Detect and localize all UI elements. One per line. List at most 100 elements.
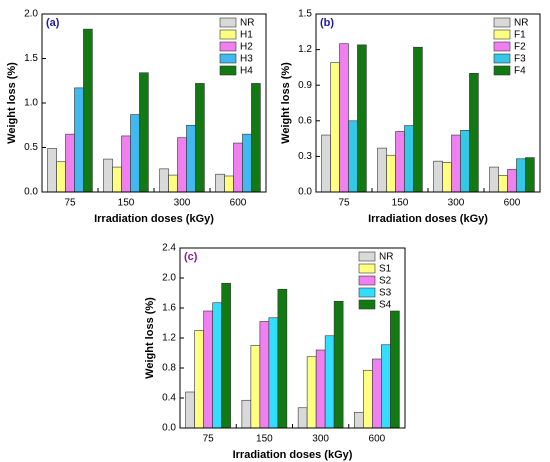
legend-label: NR [240, 18, 254, 29]
bar [233, 142, 243, 193]
bar [460, 129, 470, 193]
legend-swatch [493, 65, 511, 76]
x-tick-label: 75 [338, 198, 350, 209]
panel-label: (b) [320, 17, 334, 29]
y-tick-label: 1.0 [24, 98, 38, 109]
legend-label: S3 [379, 288, 392, 299]
bar [185, 391, 195, 429]
legend-label: S1 [379, 264, 392, 275]
y-axis-label: Weight loss (%) [280, 62, 292, 144]
legend-label: H2 [240, 42, 253, 53]
bar [177, 137, 187, 193]
x-tick-label: 300 [448, 198, 465, 209]
y-tick-label: 1.2 [162, 333, 176, 344]
legend-label: F4 [514, 66, 526, 77]
legend-label: NR [514, 18, 528, 29]
x-tick-label: 600 [504, 198, 521, 209]
bar [469, 73, 479, 193]
bar [250, 345, 261, 429]
bar [306, 356, 317, 429]
legend-label: NR [379, 252, 393, 263]
bar [112, 166, 122, 193]
y-tick-label: 0.0 [24, 187, 38, 198]
bar [451, 134, 461, 193]
y-tick-label: 2.4 [162, 243, 176, 254]
bar [242, 133, 252, 193]
legend-label: S4 [379, 300, 392, 311]
x-tick-label: 600 [369, 434, 386, 445]
bar [433, 160, 443, 193]
bar [315, 349, 326, 429]
legend-label: H1 [240, 30, 253, 41]
bar [103, 158, 113, 193]
bar [277, 288, 288, 429]
bar [413, 46, 423, 193]
bar [390, 310, 400, 429]
y-tick-label: 0.3 [298, 151, 312, 162]
bar [348, 120, 358, 193]
bar [489, 166, 499, 193]
y-axis-label: Weight loss (%) [144, 297, 156, 379]
bar [354, 411, 364, 429]
legend-swatch [358, 263, 376, 274]
x-axis-label: Irradiation doses (kGy) [368, 213, 488, 225]
legend-swatch [358, 251, 376, 262]
bar [372, 358, 382, 429]
bar [363, 369, 373, 429]
bar [195, 83, 205, 193]
y-tick-label: 2.0 [162, 273, 176, 284]
bar [221, 282, 231, 429]
bar [404, 125, 414, 193]
x-tick-label: 300 [174, 198, 191, 209]
plot-frame [315, 13, 541, 193]
bar [516, 158, 526, 193]
y-tick-label: 0.0 [162, 423, 176, 434]
legend-label: H4 [240, 66, 253, 77]
y-axis-label: Weight loss (%) [6, 62, 18, 144]
bar [507, 169, 517, 193]
y-tick-label: 1.6 [162, 303, 176, 314]
bar [498, 175, 508, 193]
bar [74, 87, 84, 193]
legend-label: F2 [514, 42, 526, 53]
bar [159, 168, 169, 193]
bar [442, 162, 452, 193]
bar [121, 135, 131, 193]
bar [297, 407, 308, 429]
legend-swatch [219, 65, 237, 76]
bar [186, 124, 196, 193]
bar [525, 157, 535, 193]
bar [357, 44, 367, 193]
legend-label: S2 [379, 276, 392, 287]
bar [215, 173, 225, 193]
bar [194, 330, 204, 429]
bar [251, 83, 261, 193]
legend-swatch [493, 17, 511, 28]
bar [324, 335, 335, 429]
bar [241, 399, 252, 429]
bar [65, 133, 75, 193]
legend-swatch [358, 275, 376, 286]
y-tick-label: 1.5 [298, 9, 312, 20]
legend-swatch [493, 41, 511, 52]
bar [386, 154, 396, 193]
bar [203, 310, 213, 429]
x-tick-label: 600 [230, 198, 247, 209]
y-tick-label: 1.5 [24, 53, 38, 64]
legend-label: F1 [514, 30, 526, 41]
y-tick-label: 0.6 [298, 115, 312, 126]
legend-swatch [219, 17, 237, 28]
y-tick-label: 1.2 [298, 44, 312, 55]
y-tick-label: 2.0 [24, 9, 38, 20]
plot-frame [41, 13, 267, 193]
x-tick-label: 300 [312, 434, 329, 445]
bar [139, 72, 149, 193]
bar [83, 28, 93, 193]
bar [268, 317, 279, 429]
legend-swatch [219, 29, 237, 40]
legend-swatch [219, 41, 237, 52]
bar [224, 175, 234, 193]
x-tick-label: 150 [118, 198, 135, 209]
bar [321, 134, 331, 193]
